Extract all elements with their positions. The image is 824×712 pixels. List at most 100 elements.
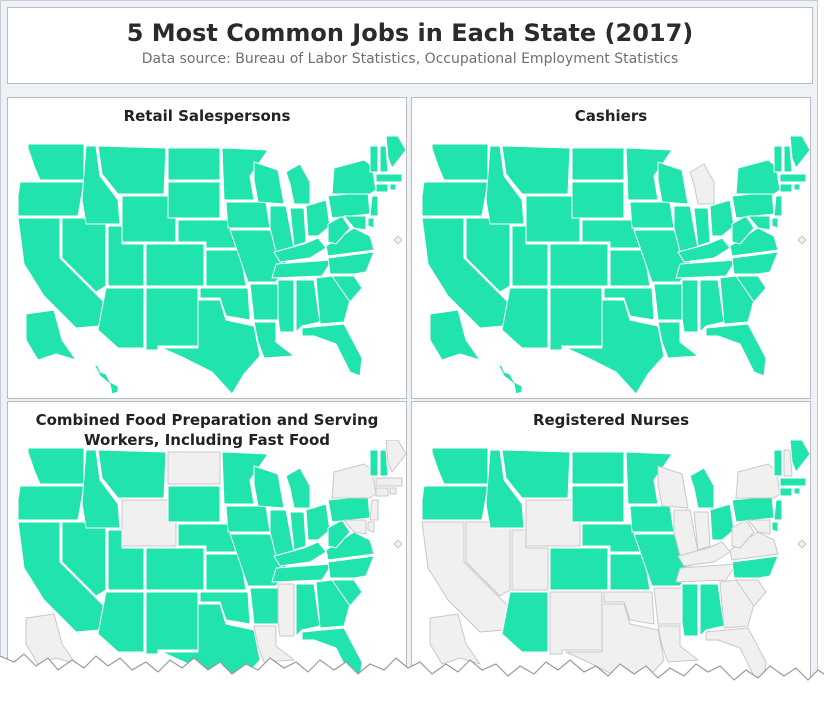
map-panel-retail-salespersons: Retail Salespersons [7, 97, 407, 399]
state-ct [779, 183, 793, 193]
state-id [81, 145, 121, 225]
torn-edge [0, 653, 824, 712]
state-ms [277, 583, 295, 637]
state-ms [681, 279, 699, 333]
state-al [295, 583, 321, 637]
state-ga [719, 579, 755, 629]
state-or [17, 181, 85, 217]
state-nh [379, 449, 389, 477]
state-az [97, 591, 145, 653]
state-wi [253, 465, 285, 509]
state-pa [327, 495, 371, 523]
state-ma [779, 477, 807, 487]
state-oh [305, 503, 331, 541]
state-md [747, 215, 771, 231]
state-sc [331, 579, 363, 607]
state-tn [675, 259, 737, 279]
state-fl [301, 323, 363, 377]
state-in [289, 511, 307, 551]
us-map [17, 440, 406, 699]
state-me [789, 136, 810, 169]
state-nc [731, 251, 779, 275]
state-ms [277, 279, 295, 333]
state-ok [199, 591, 251, 625]
state-id [485, 145, 525, 225]
state-vt [773, 145, 783, 173]
state-tx [565, 299, 665, 395]
panel-title: Registered Nurses [532, 411, 690, 429]
state-ma [375, 173, 403, 183]
state-al [699, 583, 725, 637]
state-la [253, 321, 295, 359]
state-la [657, 321, 699, 359]
state-ar [249, 283, 281, 321]
state-id [81, 449, 121, 529]
state-ak [25, 309, 77, 361]
panel-title: Combined Food Preparation and Serving Wo… [35, 411, 379, 449]
state-pa [327, 191, 371, 219]
state-hi [497, 363, 523, 395]
state-oh [305, 199, 331, 237]
state-ok [603, 287, 655, 321]
state-la [657, 625, 699, 663]
state-ny [331, 463, 377, 499]
state-ar [249, 587, 281, 625]
state-ks [609, 249, 651, 287]
state-in [693, 511, 711, 551]
state-co [145, 243, 205, 287]
map-panel-cashiers: Cashiers [411, 97, 811, 399]
state-nj [773, 195, 783, 217]
state-wa [27, 143, 85, 181]
state-ks [205, 249, 247, 287]
state-co [549, 243, 609, 287]
state-va [325, 227, 375, 257]
chart-subtitle: Data source: Bureau of Labor Statistics,… [141, 51, 679, 67]
state-fl [705, 323, 767, 377]
state-nj [773, 499, 783, 521]
state-nc [731, 555, 779, 579]
state-mn [625, 451, 673, 505]
state-ri [389, 487, 397, 495]
state-mt [97, 449, 167, 499]
state-ga [315, 275, 351, 325]
state-ut [511, 225, 549, 287]
state-mi [689, 163, 715, 205]
state-wi [657, 161, 689, 205]
state-sd [571, 485, 625, 523]
state-sc [735, 579, 767, 607]
state-in [289, 207, 307, 247]
state-mn [625, 147, 673, 201]
state-mn [221, 147, 269, 201]
state-tn [271, 259, 333, 279]
state-me [385, 440, 406, 473]
state-va [729, 531, 779, 561]
state-hi [93, 363, 119, 395]
state-nh [783, 449, 793, 477]
state-ok [199, 287, 251, 321]
us-map [421, 136, 810, 395]
state-de [771, 521, 779, 533]
state-id [485, 449, 525, 529]
state-wa [431, 447, 489, 485]
state-dc [797, 539, 807, 549]
state-ia [225, 505, 271, 533]
chart-title: 5 Most Common Jobs in Each State (2017) [126, 19, 694, 47]
state-pa [731, 495, 775, 523]
state-de [367, 521, 375, 533]
state-nd [167, 147, 221, 181]
state-ma [779, 173, 807, 183]
state-mn [221, 451, 269, 505]
state-tn [675, 563, 737, 583]
state-dc [797, 235, 807, 245]
state-or [421, 485, 489, 521]
state-md [343, 215, 367, 231]
state-de [367, 217, 375, 229]
state-ct [779, 487, 793, 497]
state-nm [145, 287, 199, 351]
state-nj [369, 195, 379, 217]
state-ar [653, 587, 685, 625]
state-in [693, 207, 711, 247]
state-nc [327, 555, 375, 579]
state-nc [327, 251, 375, 275]
state-md [343, 519, 367, 535]
